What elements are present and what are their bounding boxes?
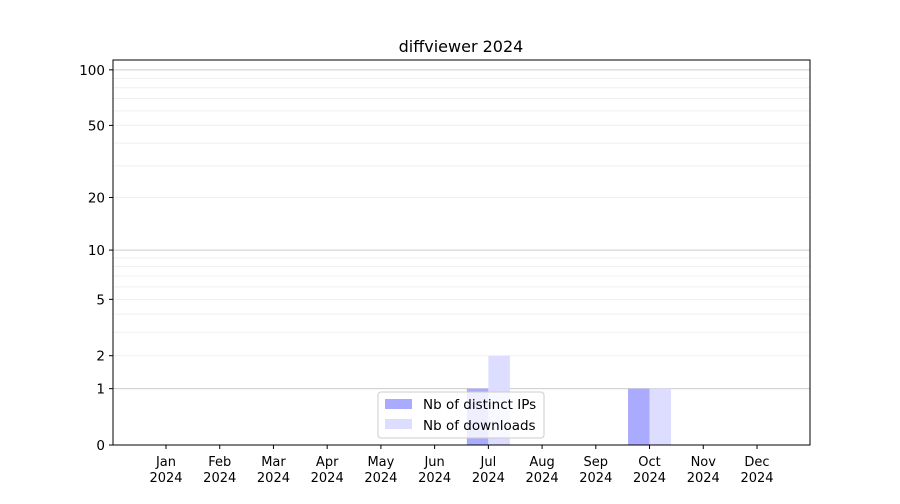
x-tick-label: Nov 2024 [687, 455, 720, 486]
legend: Nb of distinct IPs Nb of downloads [377, 391, 545, 439]
plot-frame [112, 59, 811, 446]
x-tick-label: Jun 2024 [418, 455, 451, 486]
y-tick-label: 50 [88, 118, 105, 134]
x-tick-label: Jan 2024 [149, 455, 182, 486]
x-tick-label: Sep 2024 [579, 455, 612, 486]
legend-label-ips: Nb of distinct IPs [423, 397, 536, 413]
chart-title: diffviewer 2024 [399, 37, 524, 56]
x-tick-label: Mar 2024 [257, 455, 290, 486]
y-tick-label: 10 [88, 243, 105, 259]
x-tick-label: Apr 2024 [311, 455, 344, 486]
legend-swatch-downloads [385, 419, 412, 429]
grid [113, 69, 810, 390]
y-tick-label: 2 [96, 349, 105, 365]
y-tick-label: 5 [96, 292, 105, 308]
bar-distinct-ips [628, 388, 650, 445]
legend-frame [377, 391, 545, 439]
x-tick-label: Aug 2024 [526, 455, 559, 486]
x-tick-label: Feb 2024 [203, 455, 236, 486]
x-tick-label: Jul 2024 [472, 455, 505, 486]
legend-swatch-ips [385, 399, 412, 409]
y-axis: 0 1 2 5 10 20 50 100 [79, 63, 113, 454]
y-tick-label: 1 [96, 382, 105, 398]
x-tick-label: May 2024 [364, 455, 397, 486]
y-tick-label: 100 [79, 63, 105, 79]
y-tick-label: 0 [96, 438, 105, 454]
x-axis: Jan 2024 Feb 2024 Mar 2024 Apr 2024 May 2024 Jun 20… [149, 445, 774, 486]
x-tick-label: Dec 2024 [740, 455, 773, 486]
x-tick-label: Oct 2024 [633, 455, 666, 486]
y-tick-label: 20 [88, 191, 105, 207]
legend-label-downloads: Nb of downloads [423, 418, 536, 434]
bar-downloads [649, 388, 672, 445]
